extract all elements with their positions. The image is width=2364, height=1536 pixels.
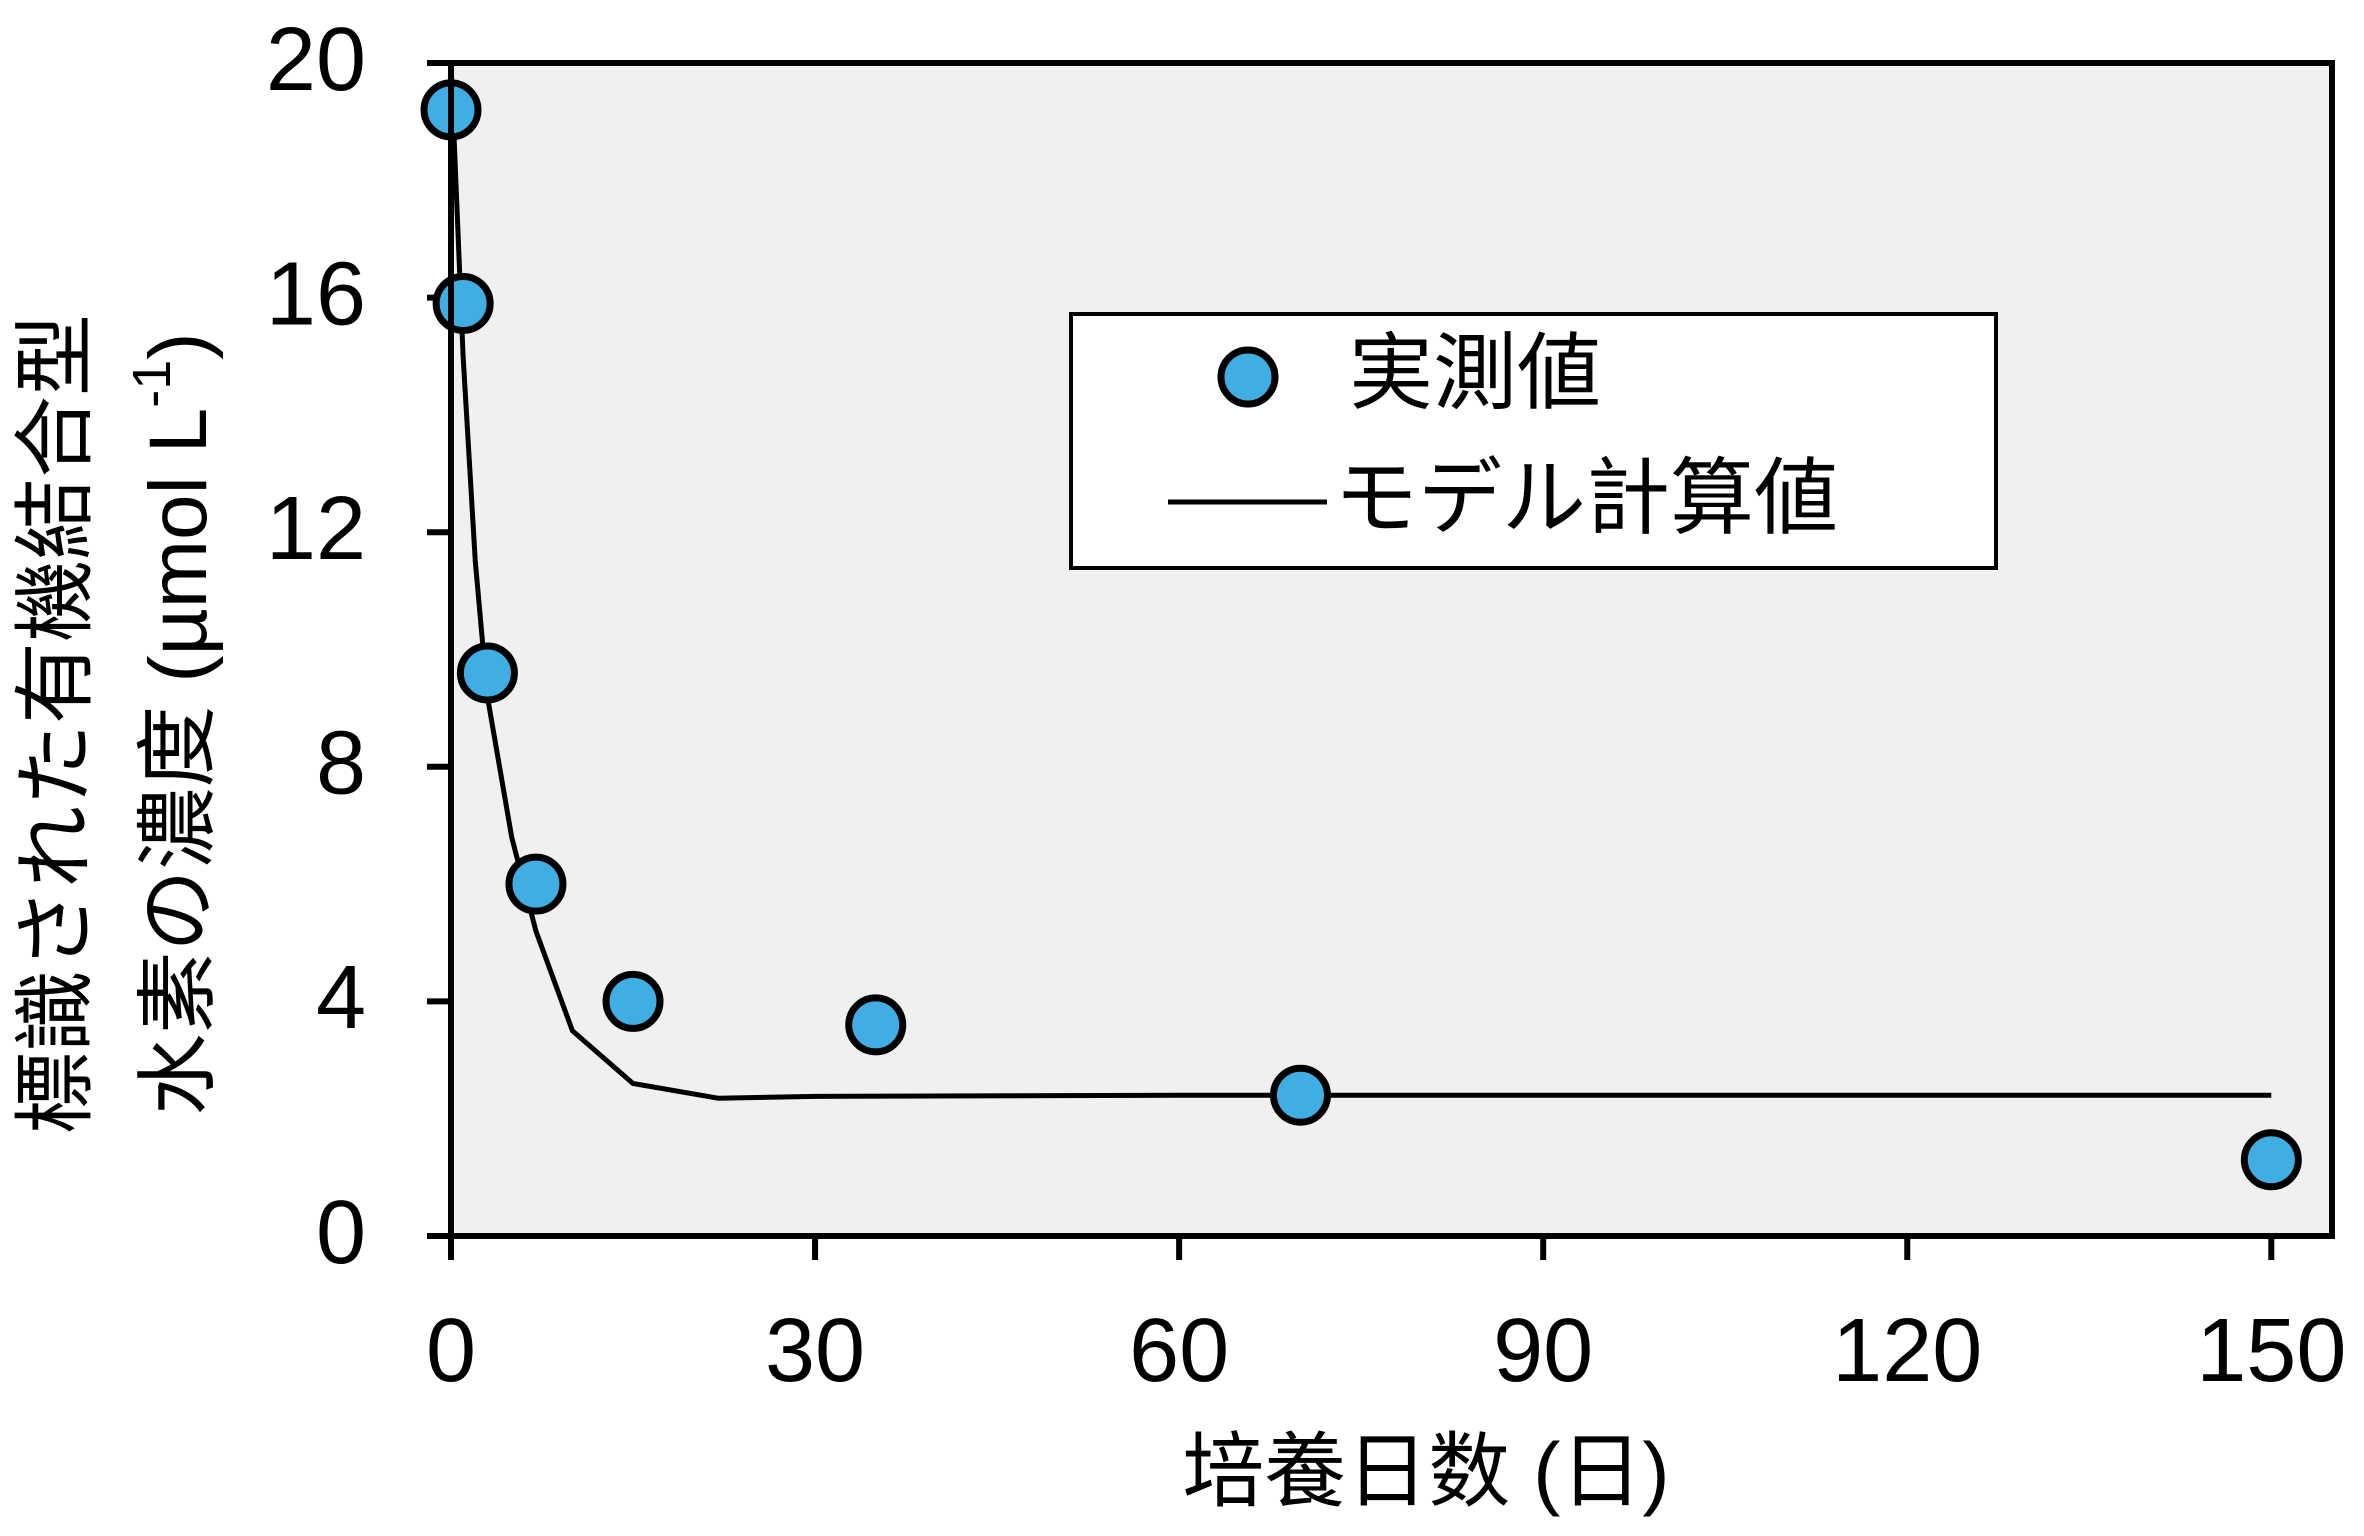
legend-box — [1069, 312, 1998, 570]
plot-frame — [448, 60, 2335, 1239]
legend-label: 実測値 — [1349, 326, 1601, 420]
model-line — [448, 62, 2272, 1101]
y-axis-title-end: ) — [133, 332, 224, 359]
x-tick-label: 120 — [1832, 1301, 1982, 1401]
y-axis-title-main: 水素の濃度 (µmol L — [133, 408, 224, 1116]
y-axis-title-sup: -1 — [122, 360, 182, 408]
legend-label: モデル計算値 — [1334, 451, 1838, 545]
y-tick-label: 4 — [316, 948, 366, 1048]
y-tick-label: 8 — [316, 714, 366, 814]
plot-area — [451, 63, 2332, 1236]
y-tick-label: 16 — [266, 244, 366, 344]
x-tick-label: 0 — [426, 1301, 476, 1401]
legend-marker — [1217, 346, 1279, 408]
data-point — [845, 994, 907, 1056]
y-tick-label: 0 — [316, 1183, 366, 1283]
y-axis-title: 水素の濃度 (µmol L-1) — [122, 332, 223, 1115]
y-tick-label: 20 — [266, 10, 366, 110]
data-point — [432, 272, 494, 334]
x-tick-label: 30 — [765, 1301, 865, 1401]
data-point — [505, 853, 567, 915]
data-point — [602, 970, 664, 1032]
y-axis-title: 標識された有機結合型 — [11, 314, 102, 1134]
x-tick-label: 90 — [1493, 1301, 1593, 1401]
x-tick-label: 150 — [2196, 1301, 2346, 1401]
data-point — [456, 642, 518, 704]
data-point — [2240, 1129, 2302, 1191]
x-tick-label: 60 — [1129, 1301, 1229, 1401]
y-tick-label: 12 — [266, 479, 366, 579]
data-point — [1269, 1064, 1331, 1126]
x-axis-title: 培養日数 (日) — [1182, 1427, 1669, 1518]
